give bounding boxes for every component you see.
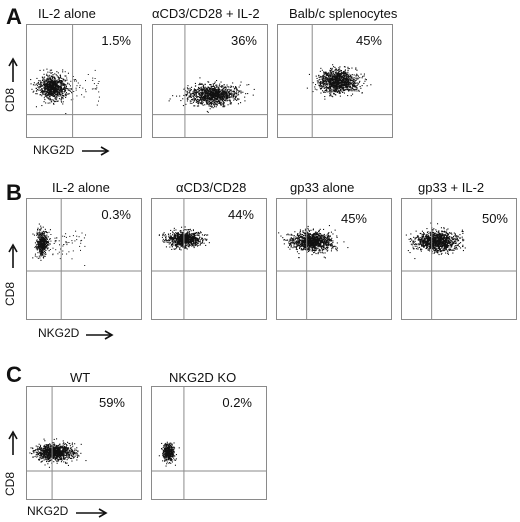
event-dots [278, 225, 349, 259]
event-dots [29, 438, 87, 468]
plot-title-a2: αCD3/CD28 + IL-2 [152, 6, 260, 21]
y-axis-arrow-c [8, 430, 18, 455]
event-dots [306, 64, 372, 100]
scatter-canvas [152, 199, 266, 319]
event-dots [405, 222, 466, 260]
plot-title-a1: IL-2 alone [38, 6, 96, 21]
x-axis-arrow-b [86, 330, 114, 340]
dot-plot-a2: 36% [152, 24, 268, 138]
y-axis-label-b: CD8 [3, 281, 17, 306]
dot-plot-c2: 0.2% [151, 386, 267, 500]
percent-label-c1: 59% [98, 395, 125, 410]
plot-title-b3: gp33 alone [290, 180, 355, 195]
percent-label-a3: 45% [355, 33, 382, 48]
dot-plot-b3: 45% [276, 198, 392, 320]
scatter-canvas [402, 199, 516, 319]
plot-title-b2: αCD3/CD28 [176, 180, 247, 195]
percent-label-a1: 1.5% [101, 33, 131, 48]
dot-plot-b2: 44% [151, 198, 267, 320]
percent-label-b4: 50% [481, 211, 508, 226]
plot-title-b4: gp33 + IL-2 [418, 180, 485, 195]
dot-plot-a1: 1.5% [26, 24, 142, 138]
scatter-canvas [27, 25, 141, 137]
x-axis-label-c: NKG2D [27, 504, 69, 518]
plot-title-b1: IL-2 alone [52, 180, 110, 195]
dot-plot-a3: 45% [277, 24, 393, 138]
percent-label-c2: 0.2% [222, 395, 252, 410]
y-axis-arrow-b [8, 243, 18, 268]
event-dots [30, 68, 100, 115]
plot-title-c1: WT [70, 370, 91, 385]
event-dots [32, 223, 86, 266]
scatter-canvas [152, 387, 266, 499]
y-axis-label-a: CD8 [3, 87, 17, 112]
dot-plot-c1: 59% [26, 386, 142, 500]
x-axis-label-a: NKG2D [33, 143, 75, 157]
dot-plot-b4: 50% [401, 198, 517, 320]
x-axis-label-b: NKG2D [38, 326, 80, 340]
scatter-canvas [27, 387, 141, 499]
panel-letter-b: B [6, 180, 22, 205]
event-dots [168, 77, 255, 113]
percent-label-b2: 44% [227, 207, 254, 222]
plot-title-c2: NKG2D KO [169, 370, 237, 385]
y-axis-label-c: CD8 [3, 471, 17, 496]
scatter-canvas [27, 199, 141, 319]
panel-letter-a: A [6, 4, 22, 29]
percent-label-b3: 45% [340, 211, 367, 226]
x-axis-arrow-c [76, 508, 108, 518]
percent-label-b1: 0.3% [101, 207, 131, 222]
scatter-canvas [278, 25, 392, 137]
percent-label-a2: 36% [230, 33, 257, 48]
scatter-canvas [153, 25, 267, 137]
dot-plot-b1: 0.3% [26, 198, 142, 320]
y-axis-arrow-a [8, 57, 18, 82]
plot-title-a3: Balb/c splenocytes [289, 6, 398, 21]
x-axis-arrow-a [82, 146, 110, 156]
event-dots [158, 441, 180, 467]
scatter-canvas [277, 199, 391, 319]
panel-letter-c: C [6, 362, 22, 387]
